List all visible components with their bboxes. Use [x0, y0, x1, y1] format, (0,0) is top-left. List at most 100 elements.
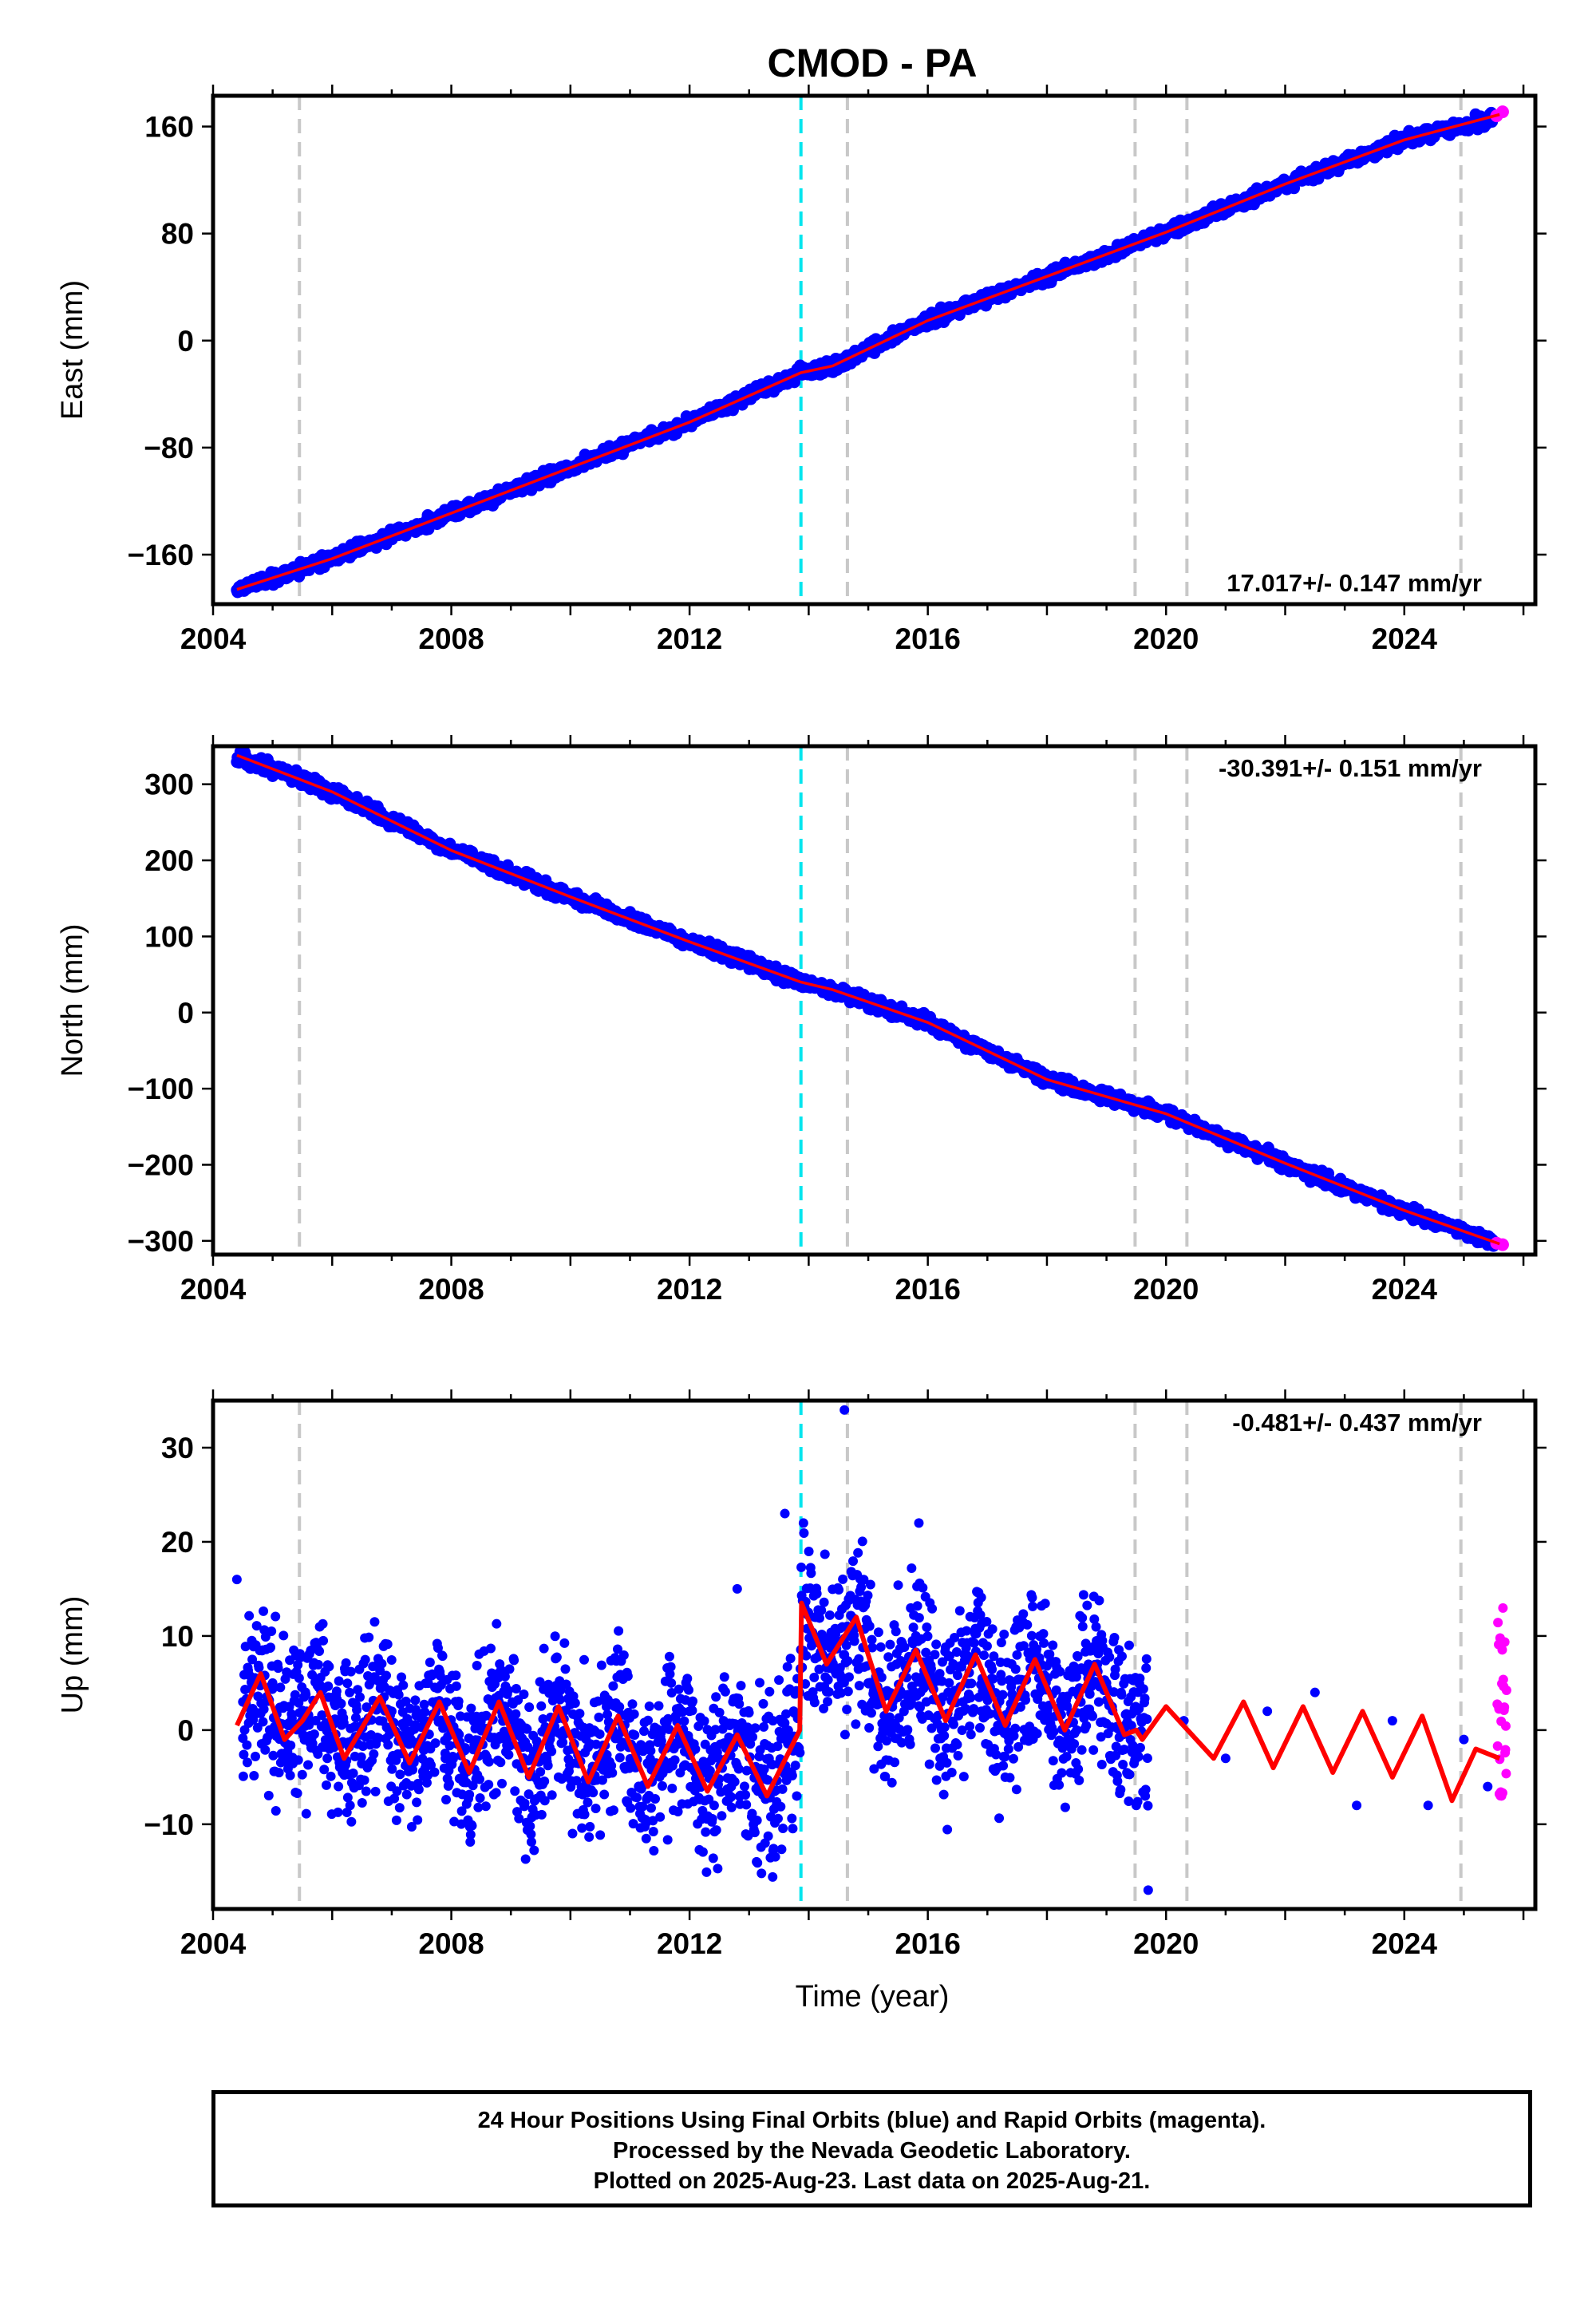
data-point: [258, 1717, 268, 1727]
data-point: [301, 1690, 311, 1700]
data-point: [665, 1669, 675, 1679]
plot-frame: [211, 744, 1538, 1257]
data-point: [747, 1808, 757, 1819]
data-point: [271, 1806, 281, 1816]
data-point: [783, 1725, 793, 1736]
data-point: [632, 1792, 642, 1803]
data-point: [607, 1768, 618, 1778]
data-point: [514, 1813, 524, 1824]
data-point: [397, 1672, 407, 1682]
data-point: [274, 1768, 284, 1778]
data-point: [242, 1757, 252, 1768]
data-point: [649, 1845, 659, 1856]
data-point: [345, 1687, 355, 1697]
data-point: [644, 1701, 654, 1711]
data-point: [579, 1654, 590, 1665]
data-point: [323, 1681, 334, 1691]
data-point: [663, 1713, 674, 1724]
data-point: [307, 1670, 318, 1680]
data-point: [666, 1678, 677, 1688]
data-point: [464, 1789, 475, 1800]
data-point: [596, 1660, 606, 1670]
data-point: [667, 1783, 678, 1793]
data-point: [492, 1618, 502, 1629]
data-point: [757, 1868, 767, 1879]
data-point: [348, 1769, 358, 1779]
data-point: [639, 1726, 650, 1737]
data-point: [266, 1642, 276, 1653]
data-point: [800, 1678, 811, 1689]
data-point: [638, 1746, 648, 1757]
x-tick-label: 2004: [180, 622, 247, 655]
data-point: [259, 1606, 269, 1616]
data-point: [679, 1716, 689, 1726]
data-point: [373, 1733, 384, 1743]
data-point: [322, 1753, 333, 1764]
data-point: [560, 1664, 571, 1674]
data-point: [733, 1764, 744, 1774]
data-point: [806, 1568, 816, 1579]
data-point: [628, 1819, 638, 1829]
data-point: [370, 1786, 381, 1796]
data-point: [641, 1833, 651, 1844]
data-point: [456, 1806, 467, 1816]
data-point: [790, 1761, 800, 1771]
data-point: [318, 1618, 328, 1629]
data-point: [259, 1704, 269, 1714]
data-point: [591, 1803, 601, 1813]
data-point: [701, 1827, 711, 1837]
data-point: [650, 1793, 661, 1804]
data-point: [772, 1813, 783, 1824]
data-point: [480, 1801, 491, 1812]
data-point: [787, 1770, 797, 1780]
data-point: [627, 1699, 638, 1709]
data-point: [674, 1684, 684, 1694]
data-point: [583, 1797, 593, 1808]
data-point: [753, 1858, 763, 1868]
data-point: [247, 1654, 258, 1665]
data-point: [709, 1800, 719, 1811]
data-point: [690, 1744, 701, 1754]
data-point: [710, 1725, 721, 1735]
data-point: [263, 1790, 274, 1800]
data-point: [551, 1652, 562, 1662]
data-point: [239, 1725, 250, 1735]
data-point: [484, 1757, 494, 1767]
x-tick-label: 2020: [1133, 1273, 1199, 1306]
data-point: [763, 1775, 773, 1785]
data-point: [364, 1632, 374, 1642]
data-point: [755, 1678, 765, 1688]
data-point: [309, 1729, 319, 1740]
data-point: [342, 1792, 353, 1803]
data-point: [612, 1644, 622, 1654]
data-point: [606, 1761, 617, 1771]
data-point: [511, 1709, 521, 1719]
data-point: [759, 1721, 769, 1732]
data-point: [361, 1702, 372, 1713]
data-point: [683, 1685, 693, 1695]
x-tick-label: 2008: [418, 1273, 484, 1306]
data-point: [778, 1823, 788, 1833]
data-point: [520, 1854, 531, 1864]
data-point: [358, 1741, 368, 1752]
data-point: [759, 1764, 769, 1774]
data-point: [719, 1672, 729, 1682]
data-point: [550, 1631, 560, 1642]
data-point: [519, 1798, 530, 1808]
data-point: [331, 1686, 342, 1697]
data-point: [354, 1692, 365, 1702]
data-point: [626, 1803, 636, 1813]
data-point: [410, 1695, 421, 1705]
data-point: [250, 1751, 260, 1761]
data-point: [819, 1597, 829, 1607]
data-point: [720, 1686, 730, 1697]
data-point: [413, 1784, 424, 1795]
x-tick-label: 2008: [418, 622, 484, 655]
data-point: [504, 1749, 514, 1760]
y-axis-label: North (mm): [56, 923, 89, 1077]
data-point: [646, 1745, 656, 1756]
data-point: [389, 1793, 400, 1804]
data-point: [714, 1707, 725, 1717]
data-point: [629, 1709, 639, 1719]
data-point: [297, 1769, 307, 1780]
